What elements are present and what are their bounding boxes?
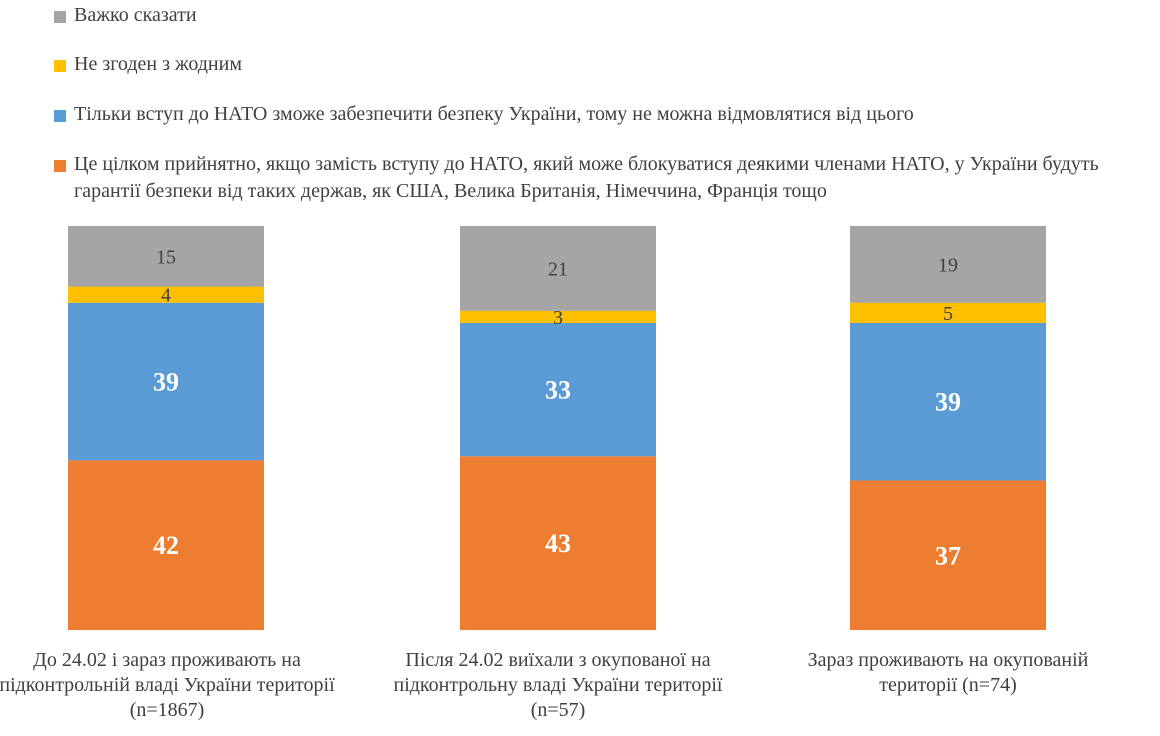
data-label-disagree-all-2: 3 <box>553 307 563 329</box>
data-label-acceptable-1: 42 <box>153 531 179 560</box>
bar-segment-only-nato-3 <box>850 322 1046 481</box>
data-label-disagree-all-1: 4 <box>161 285 171 307</box>
legend-item-disagree-all: Не згоден з жодним <box>54 51 242 78</box>
bar-segment-acceptable-1 <box>68 460 264 630</box>
legend-item-acceptable: Це цілком прийнятно, якщо замість вступу… <box>54 151 1149 205</box>
data-label-acceptable-3: 37 <box>935 541 961 570</box>
data-label-hard-to-say-2: 21 <box>548 258 568 280</box>
data-label-only-nato-1: 39 <box>153 368 179 397</box>
category-label-2: Після 24.02 виїхали з окупованої на підк… <box>393 649 723 721</box>
bar-segment-only-nato-2 <box>460 322 656 457</box>
bar-segment-disagree-all-3 <box>850 302 1046 323</box>
bar-segment-acceptable-3 <box>850 480 1046 630</box>
legend-swatch-disagree-all <box>54 60 66 72</box>
data-label-only-nato-2: 33 <box>545 376 571 405</box>
legend-swatch-acceptable <box>54 160 66 172</box>
legend-swatch-only-nato <box>54 110 66 122</box>
data-label-only-nato-3: 39 <box>935 388 961 417</box>
legend-label-only-nato: Тільки вступ до НАТО зможе забезпечити б… <box>74 103 914 125</box>
bar-segment-hard-to-say-3 <box>850 226 1046 303</box>
bar-segment-disagree-all-2 <box>460 310 656 323</box>
data-label-hard-to-say-1: 15 <box>156 246 176 268</box>
legend-label-acceptable: Це цілком прийнятно, якщо замість вступу… <box>74 153 1099 202</box>
data-label-hard-to-say-3: 19 <box>938 254 958 276</box>
category-label-1: До 24.02 і зараз проживають на підконтро… <box>0 649 335 721</box>
bar-segment-disagree-all-1 <box>68 286 264 303</box>
category-label-3: Зараз проживають на окупованій території… <box>807 649 1089 696</box>
bar-segment-only-nato-1 <box>68 302 264 461</box>
bar-segment-hard-to-say-1 <box>68 226 264 287</box>
data-label-disagree-all-3: 5 <box>943 303 953 325</box>
legend-label-hard-to-say: Важко сказати <box>74 4 197 26</box>
legend-item-hard-to-say: Важко сказати <box>54 2 197 29</box>
legend-item-only-nato: Тільки вступ до НАТО зможе забезпечити б… <box>54 101 914 128</box>
legend-swatch-hard-to-say <box>54 11 66 23</box>
data-label-acceptable-2: 43 <box>545 529 571 558</box>
bar-segment-acceptable-2 <box>460 456 656 630</box>
bar-segment-hard-to-say-2 <box>460 226 656 311</box>
legend-label-disagree-all: Не згоден з жодним <box>74 53 242 75</box>
